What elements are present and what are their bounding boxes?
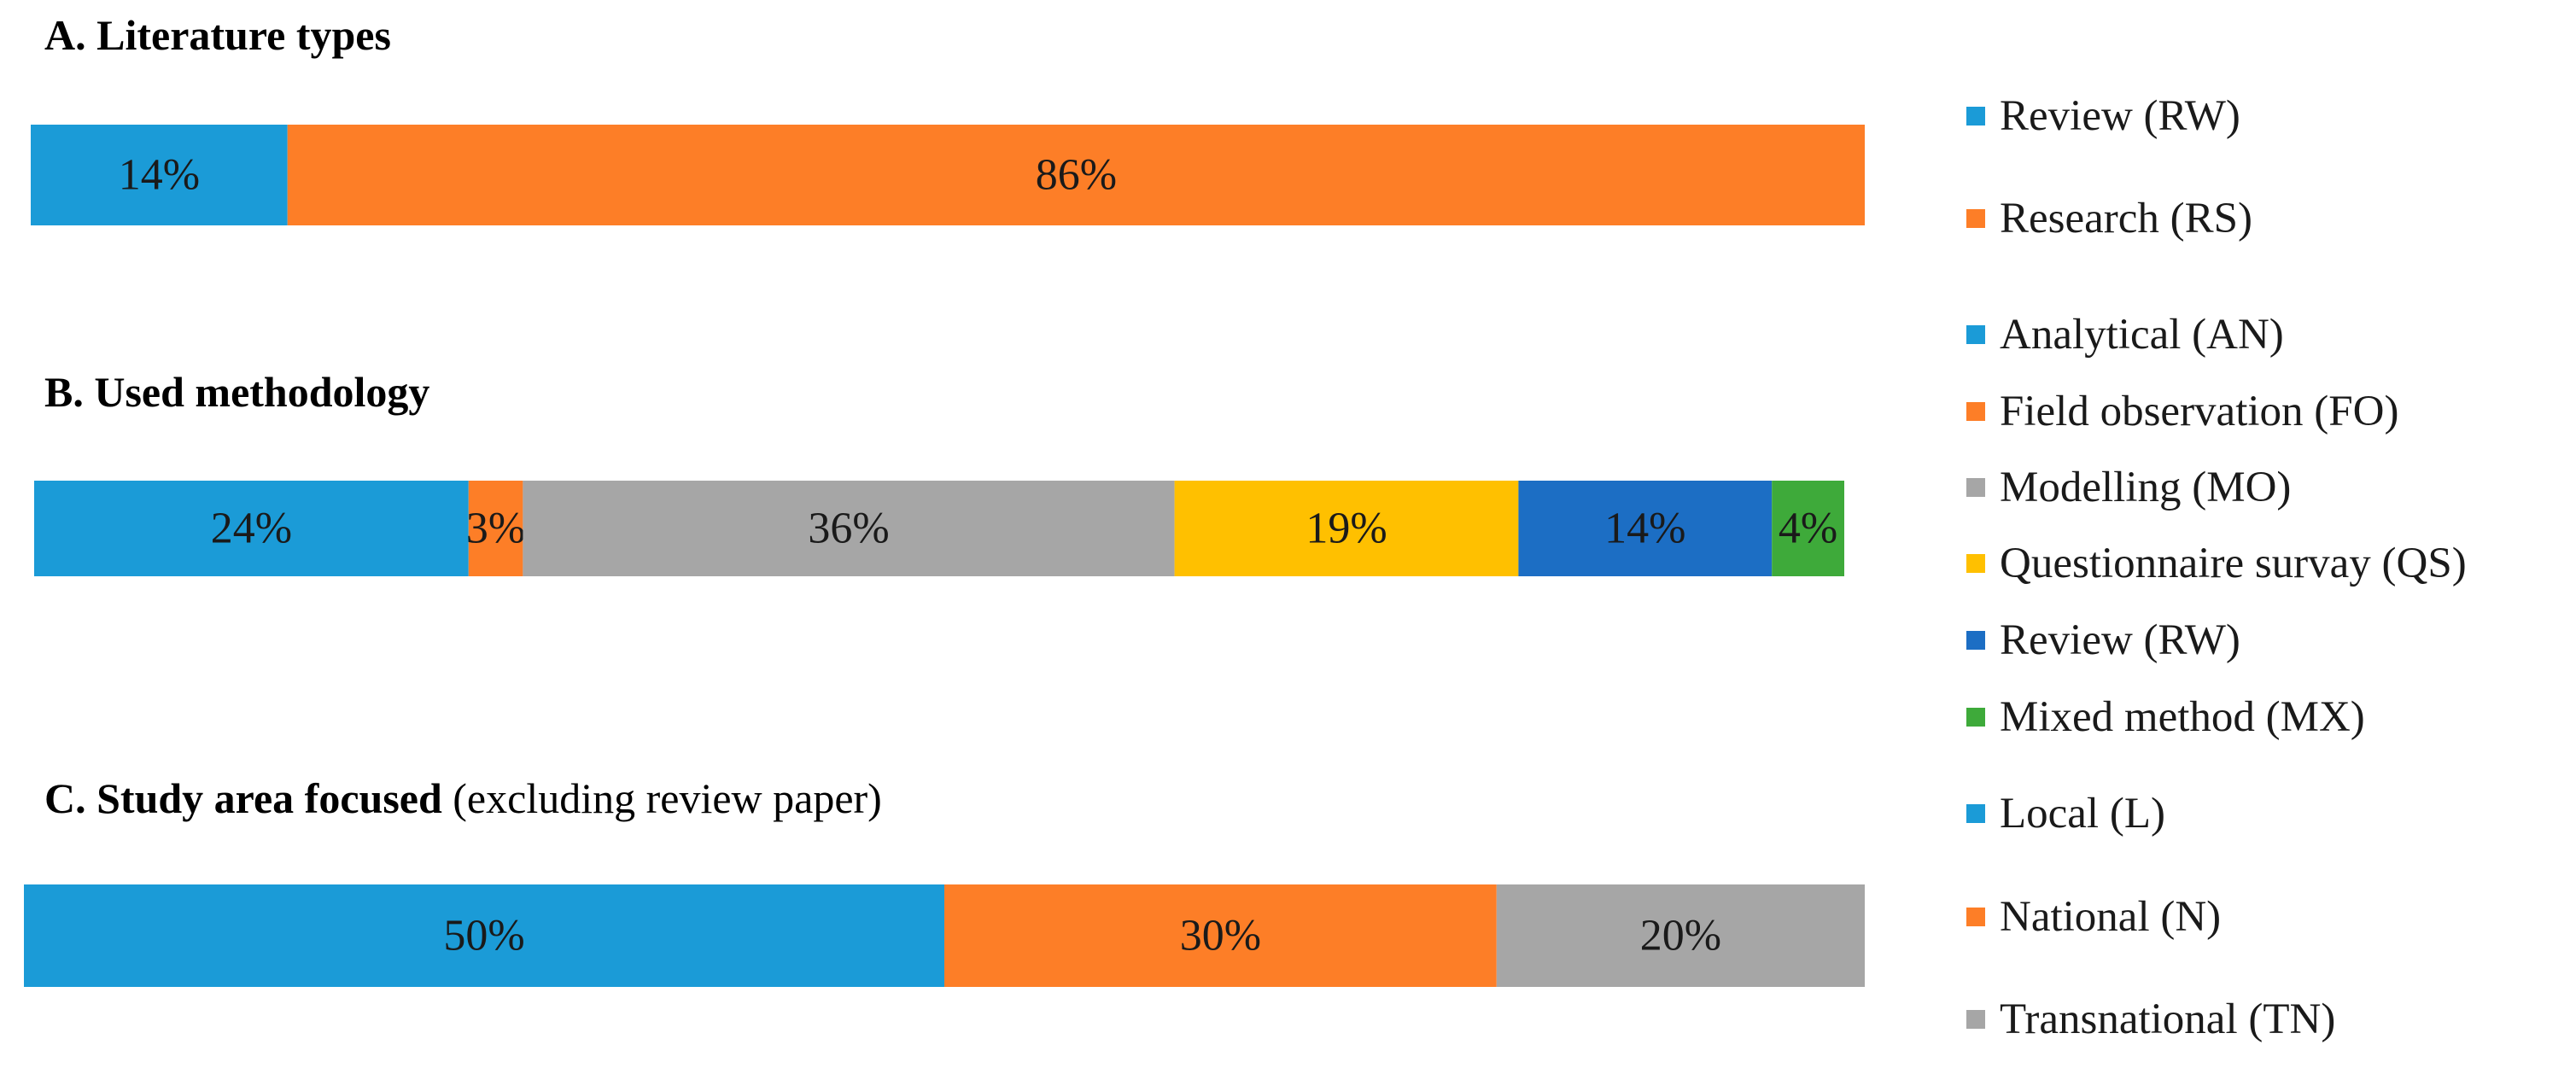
legend-swatch (1966, 107, 1985, 125)
data-label: 3% (466, 505, 525, 553)
bar-segment (1518, 481, 1773, 576)
bar-segment (1496, 884, 1865, 987)
legend-entry: Review (RW) (2000, 92, 2240, 140)
chart-title-main: A. Literature types (44, 11, 391, 59)
data-label: 30% (1180, 912, 1261, 960)
chart-panel-3: C. Study area focused (excluding review … (24, 774, 2335, 1043)
bar-segment (24, 884, 944, 987)
bar-segment (34, 481, 469, 576)
legend-entry: Field observation (FO) (2000, 388, 2398, 435)
data-label: 36% (808, 505, 889, 553)
legend-entry: Modelling (MO) (2000, 464, 2291, 511)
legend-entry: National (N) (2000, 893, 2221, 941)
chart-title: C. Study area focused (excluding review … (44, 774, 882, 822)
chart-title-main: B. Used methodology (44, 368, 429, 416)
data-label: 4% (1779, 505, 1837, 553)
data-label: 24% (211, 505, 292, 553)
legend-entry: Research (RS) (2000, 195, 2252, 242)
bar-segment (523, 481, 1175, 576)
bar-segment (1772, 481, 1844, 576)
data-label: 20% (1640, 912, 1721, 960)
bar-segment (287, 125, 1866, 225)
legend-swatch (1966, 708, 1985, 727)
bar-segment (1174, 481, 1519, 576)
legend-swatch (1966, 631, 1985, 650)
legend-entry: Analytical (AN) (2000, 311, 2284, 359)
chart-title-suffix: (excluding review paper) (442, 774, 882, 822)
legend-entry: Review (RW) (2000, 616, 2240, 664)
data-label: 14% (1604, 505, 1685, 553)
legend-swatch (1966, 804, 1985, 823)
data-label: 50% (443, 912, 524, 960)
legend-swatch (1966, 554, 1985, 573)
chart-title: A. Literature types (44, 11, 391, 59)
chart-title-main: C. Study area focused (44, 774, 442, 822)
legend-entry: Transnational (TN) (2000, 995, 2335, 1043)
legend-entry: Local (L) (2000, 790, 2165, 838)
legend-swatch (1966, 908, 1985, 926)
bar-segment (468, 481, 523, 576)
legend-swatch (1966, 209, 1985, 228)
legend-swatch (1966, 478, 1985, 497)
legend-entry: Mixed method (MX) (2000, 693, 2365, 741)
legend-swatch (1966, 1010, 1985, 1029)
chart-panel-1: A. Literature types 14% 86% Review (RW) Rese… (31, 11, 2252, 242)
bar-segment (31, 125, 288, 225)
legend-entry: Questionnaire survay (QS) (2000, 540, 2467, 587)
chart-panel-2: B. Used methodology 24% 3% 36% 19% 14% 4% Analy… (34, 311, 2467, 741)
legend-swatch (1966, 402, 1985, 421)
data-label: 14% (119, 151, 200, 200)
data-label: 19% (1306, 505, 1387, 553)
bar-segment (944, 884, 1497, 987)
data-label: 86% (1036, 151, 1117, 200)
chart-title: B. Used methodology (44, 368, 429, 416)
legend-swatch (1966, 325, 1985, 344)
